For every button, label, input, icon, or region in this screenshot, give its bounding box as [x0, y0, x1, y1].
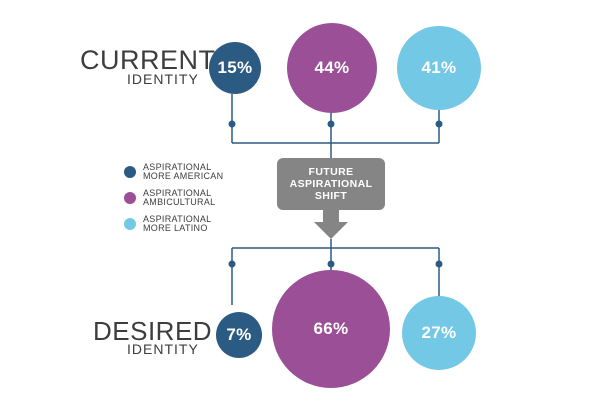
connector-dot — [327, 120, 335, 128]
connector-dot — [435, 260, 443, 268]
connector-dot — [228, 120, 236, 128]
legend-item-ambicultural: ASPIRATIONAL AMBICULTURAL — [124, 188, 216, 208]
future-shift-label: FUTURE ASPIRATIONAL SHIFT — [289, 165, 373, 203]
current-value-american: 15% — [217, 58, 253, 77]
legend-line2: MORE LATINO — [143, 223, 208, 234]
legend-item-american: ASPIRATIONAL MORE AMERICAN — [124, 162, 224, 182]
desired-value-ambicultural: 66% — [313, 319, 349, 338]
legend-line1: ASPIRATIONAL — [143, 214, 212, 224]
desired-subtitle: IDENTITY — [127, 341, 199, 357]
legend-line2: MORE AMERICAN — [143, 171, 224, 182]
arrow-down-icon — [314, 222, 348, 239]
current-bubble-ambicultural: 44% — [287, 23, 377, 113]
legend-line1: ASPIRATIONAL — [143, 188, 212, 198]
connector-dot — [327, 260, 335, 268]
future-shift-box: FUTURE ASPIRATIONAL SHIFT — [277, 158, 385, 210]
legend-line2: AMBICULTURAL — [143, 197, 216, 208]
desired-value-latino: 27% — [421, 323, 457, 342]
desired-bubble-ambicultural: 66% — [272, 270, 390, 388]
connector-dot — [435, 120, 443, 128]
legend-dot-ambicultural — [124, 192, 136, 205]
current-subtitle: IDENTITY — [127, 71, 199, 87]
current-value-ambicultural: 44% — [314, 58, 350, 77]
legend-line1: ASPIRATIONAL — [143, 162, 212, 172]
legend-dot-american — [124, 166, 136, 179]
connector-dot — [228, 260, 236, 268]
current-bubble-latino: 41% — [397, 26, 481, 110]
desired-bubble-latino: 27% — [402, 296, 476, 370]
current-bubble-american: 15% — [209, 42, 261, 94]
legend-item-latino: ASPIRATIONAL MORE LATINO — [124, 214, 212, 234]
legend-dot-latino — [124, 218, 136, 231]
current-title: CURRENT — [80, 45, 216, 75]
desired-bubble-american: 7% — [216, 312, 262, 358]
desired-title: DESIRED — [93, 316, 213, 346]
desired-value-american: 7% — [226, 325, 252, 344]
current-value-latino: 41% — [421, 58, 457, 77]
